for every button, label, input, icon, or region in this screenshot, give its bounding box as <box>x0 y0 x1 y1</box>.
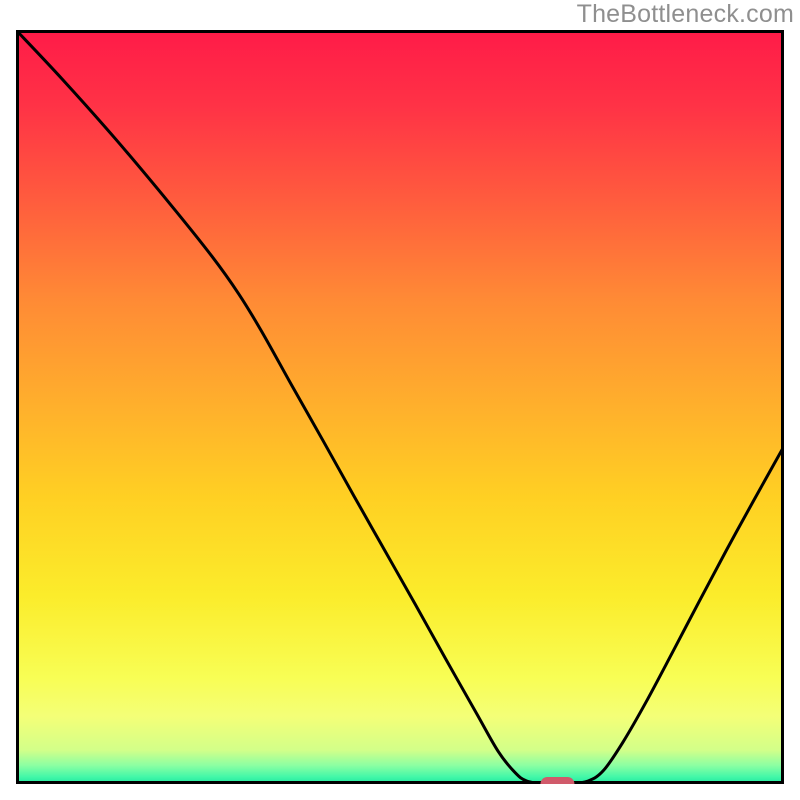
figure-root: TheBottleneck.com <box>0 0 800 800</box>
watermark-label: TheBottleneck.com <box>577 0 794 29</box>
optimum-marker <box>540 777 574 784</box>
plot-area <box>16 30 784 784</box>
chart-svg <box>16 30 784 784</box>
gradient-background <box>16 30 784 784</box>
